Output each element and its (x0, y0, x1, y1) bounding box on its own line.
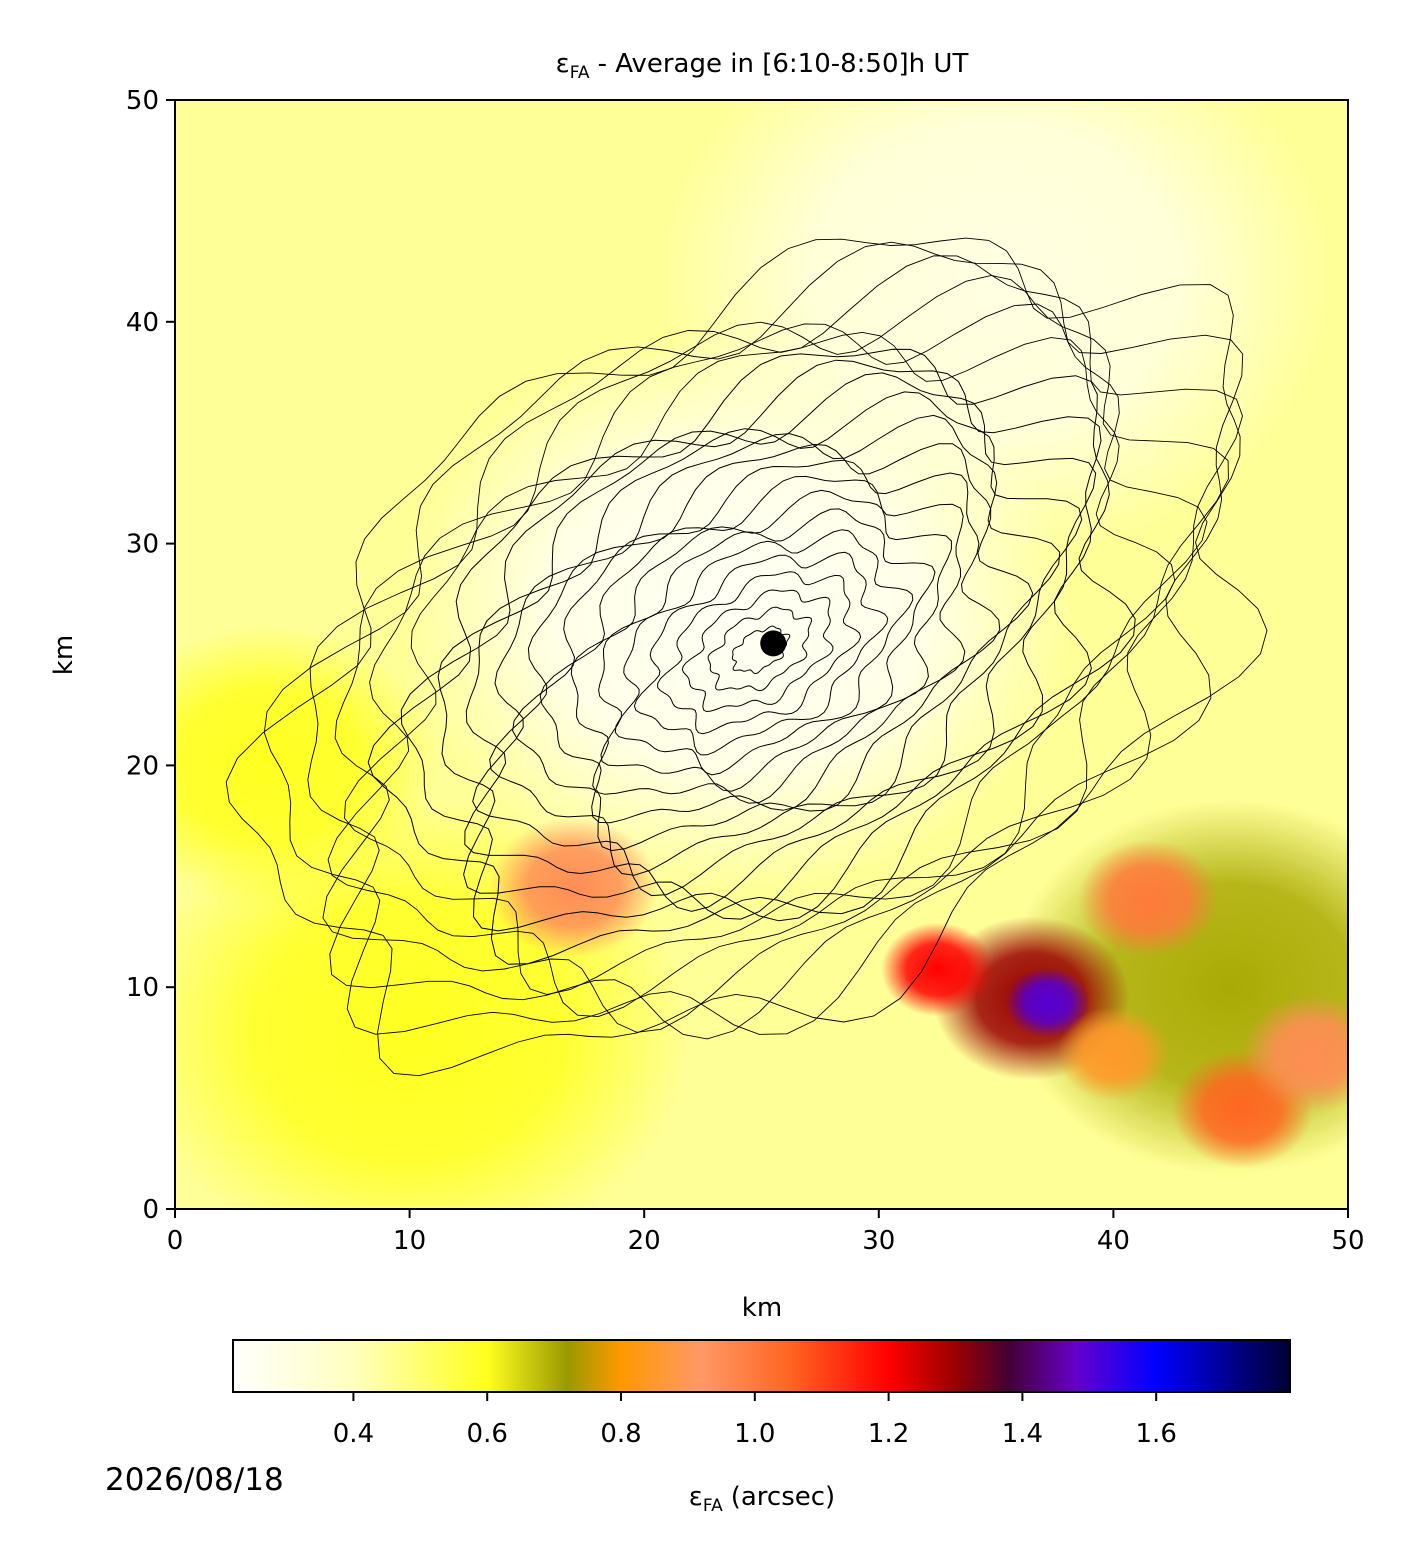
plot-frame (174, 99, 1349, 1210)
contour-line (614, 529, 914, 776)
contour-line (437, 372, 1097, 920)
colorbar-subscript: FA (703, 1496, 723, 1516)
colorbar-tick-label: 0.8 (600, 1419, 641, 1449)
contour-line (570, 489, 952, 804)
hotspot (1005, 967, 1090, 1038)
contour-line (731, 625, 791, 674)
x-axis-label: km (742, 1293, 782, 1323)
hotspot (881, 922, 994, 1017)
y-axis-label: km (49, 635, 79, 675)
x-tick-label: 40 (1097, 1226, 1130, 1256)
y-tick-label: 10 (126, 973, 159, 1003)
colorbar-label: εFA (arcsec) (689, 1482, 835, 1516)
colorbar-tick-label: 1.4 (1002, 1419, 1043, 1449)
title-symbol: ε (556, 49, 570, 79)
hotspot (658, 100, 1334, 559)
colorbar-tick-label: 0.4 (333, 1419, 374, 1449)
contour-line (598, 508, 936, 792)
chart-title: εFA - Average in [6:10-8:50]h UT (556, 49, 969, 83)
colorbar-tick-label: 1.6 (1136, 1419, 1177, 1449)
colorbar-symbol: ε (689, 1482, 703, 1512)
contour-line (263, 241, 1244, 1035)
y-tick-label: 20 (126, 751, 159, 781)
contour-line (539, 475, 966, 824)
colorbar (232, 1339, 1291, 1393)
contour-line (707, 606, 813, 692)
y-tick-label: 0 (142, 1195, 159, 1225)
marker (760, 630, 787, 657)
contour-line (322, 274, 1229, 1033)
contour-line (489, 443, 1034, 876)
hotspot (1242, 995, 1348, 1113)
contour-line (327, 303, 1208, 1018)
contour-line (400, 359, 1102, 932)
contour-line (307, 255, 1243, 1040)
colorbar-tick-label: 0.6 (467, 1419, 508, 1449)
title-text: - Average in [6:10-8:50]h UT (598, 49, 969, 79)
hotspot (489, 817, 659, 958)
contour-line (633, 551, 889, 756)
x-tick-label: 20 (628, 1226, 661, 1256)
y-tick-label: 40 (126, 308, 159, 338)
x-tick-label: 0 (167, 1226, 184, 1256)
y-tick-label: 30 (126, 530, 159, 560)
heatmap (175, 100, 1348, 1209)
colorbar-tick-label: 1.0 (734, 1419, 775, 1449)
contour-line (464, 391, 1083, 912)
x-tick-label: 10 (393, 1226, 426, 1256)
x-tick-label: 50 (1331, 1226, 1364, 1256)
contour-line (367, 348, 1136, 965)
colorbar-text: (arcsec) (731, 1482, 835, 1512)
contour-line (512, 459, 1001, 852)
title-subscript: FA (570, 63, 590, 83)
hotspot (1057, 1006, 1170, 1101)
hotspot (1078, 839, 1219, 958)
y-tick-label: 50 (126, 86, 159, 116)
date: 2026/08/18 (105, 1462, 284, 1498)
contour-line (657, 571, 862, 735)
contour-line (225, 237, 1268, 1077)
contours (225, 237, 1268, 1077)
contour-line (681, 589, 834, 713)
x-tick-label: 30 (862, 1226, 895, 1256)
colorbar-tick-label: 1.2 (868, 1419, 909, 1449)
